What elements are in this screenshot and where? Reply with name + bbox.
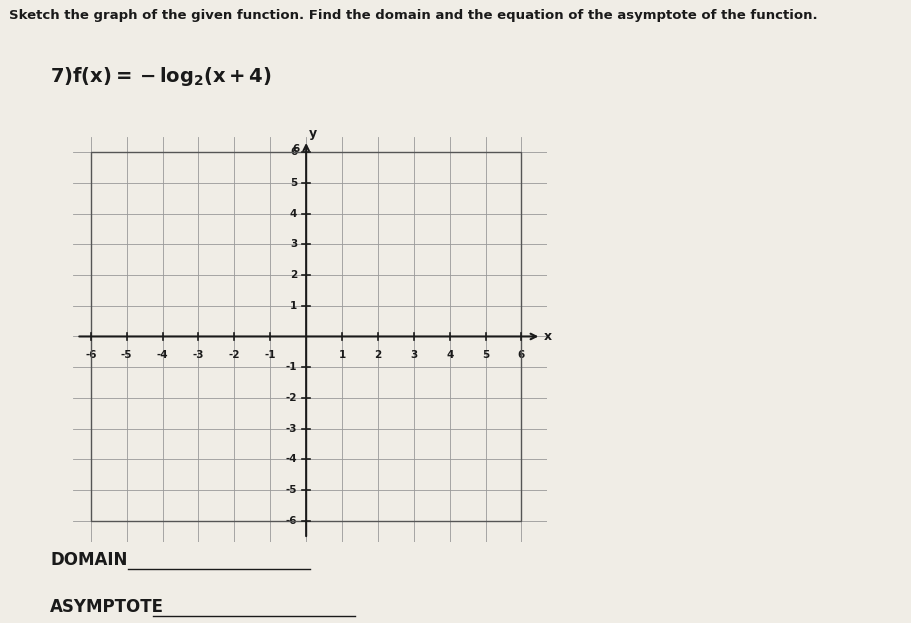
Text: 3: 3 (290, 239, 297, 249)
Text: -6: -6 (85, 350, 97, 360)
Text: -5: -5 (286, 485, 297, 495)
Text: Sketch the graph of the given function. Find the domain and the equation of the : Sketch the graph of the given function. … (9, 9, 818, 22)
Text: -3: -3 (193, 350, 204, 360)
Text: DOMAIN: DOMAIN (50, 551, 128, 569)
Text: 5: 5 (290, 178, 297, 188)
Text: -5: -5 (121, 350, 132, 360)
Text: -2: -2 (229, 350, 241, 360)
Text: -1: -1 (286, 362, 297, 372)
Text: 2: 2 (290, 270, 297, 280)
Text: -1: -1 (264, 350, 276, 360)
Text: x: x (544, 330, 552, 343)
Text: -3: -3 (286, 424, 297, 434)
Text: 3: 3 (410, 350, 417, 360)
Text: 4: 4 (290, 209, 297, 219)
Text: 4: 4 (446, 350, 454, 360)
Text: -4: -4 (157, 350, 169, 360)
Text: 1: 1 (290, 301, 297, 311)
Text: y: y (309, 126, 317, 140)
Text: 1: 1 (338, 350, 345, 360)
Text: -4: -4 (285, 454, 297, 464)
Text: 6: 6 (517, 350, 525, 360)
Text: -6: -6 (286, 516, 297, 526)
Text: 6: 6 (292, 145, 300, 155)
Text: $\bf{7) f(x) = - log_2(x + 4)}$: $\bf{7) f(x) = - log_2(x + 4)}$ (50, 65, 271, 88)
Text: ASYMPTOTE: ASYMPTOTE (50, 598, 164, 616)
Text: 5: 5 (482, 350, 489, 360)
Text: 6: 6 (290, 148, 297, 158)
Text: -2: -2 (286, 393, 297, 403)
Text: 2: 2 (374, 350, 382, 360)
